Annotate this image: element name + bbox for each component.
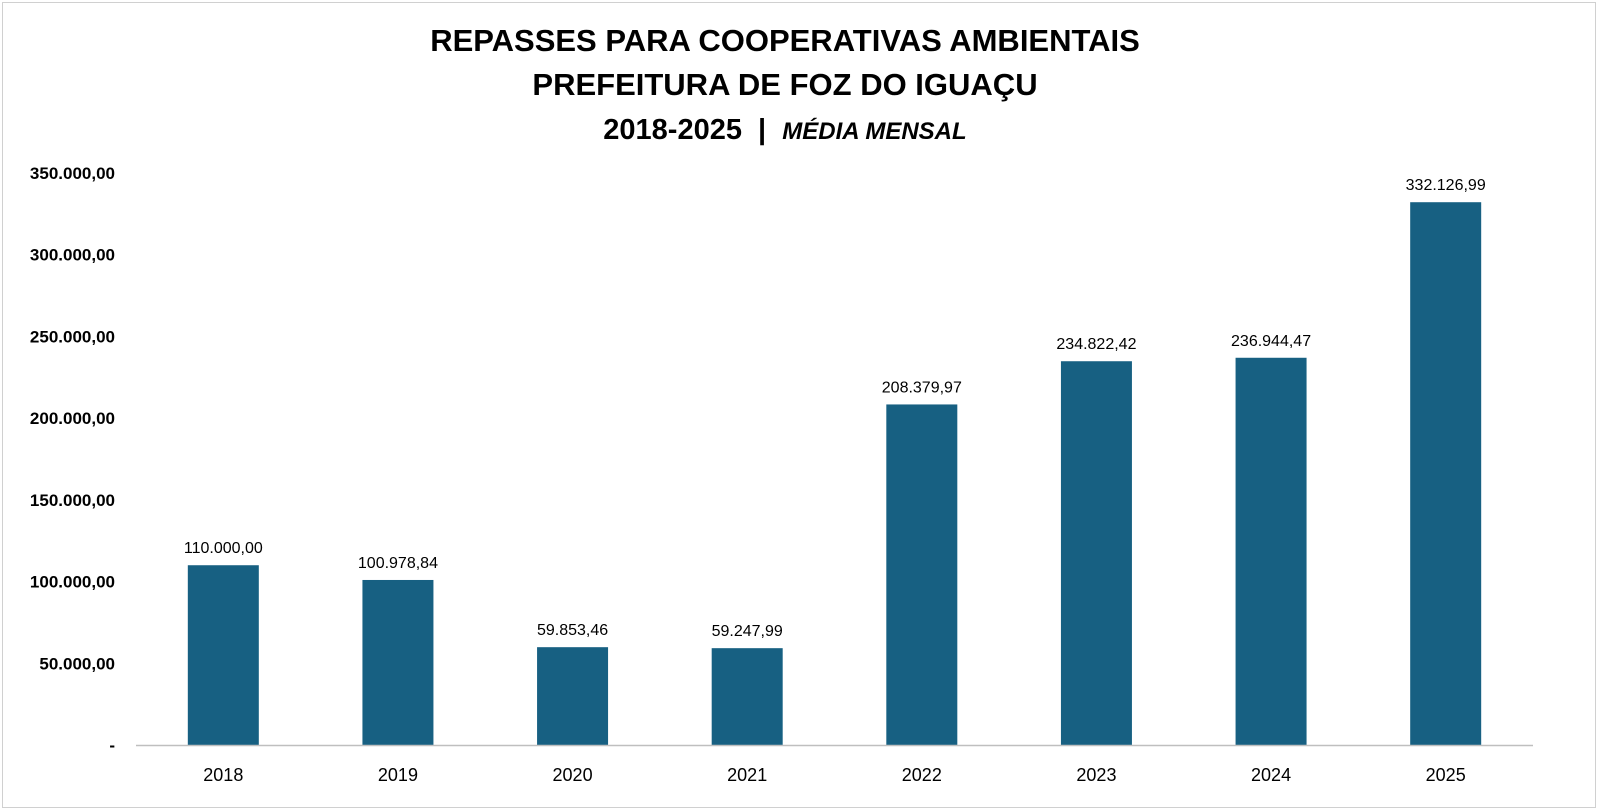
bar-2019 bbox=[362, 579, 434, 745]
bar-2021 bbox=[711, 648, 783, 745]
y-tick-label: 250.000,00 bbox=[30, 327, 115, 346]
y-axis: - 50.000,00 100.000,00 150.000,00 200.000,00… bbox=[30, 164, 115, 755]
data-label-2018: 110.000,00 bbox=[184, 540, 263, 557]
data-label-2023: 234.822,42 bbox=[1056, 336, 1136, 353]
y-tick-label: 150.000,00 bbox=[30, 491, 115, 510]
x-tick-label-2021: 2021 bbox=[727, 765, 767, 785]
x-tick-label-2022: 2022 bbox=[902, 765, 942, 785]
y-tick-label: 100.000,00 bbox=[30, 573, 115, 592]
data-label-2022: 208.379,97 bbox=[882, 379, 962, 396]
bar-2024 bbox=[1235, 357, 1307, 745]
chart-title: REPASSES PARA COOPERATIVAS AMBIENTAIS bbox=[430, 23, 1140, 58]
x-tick-label-2025: 2025 bbox=[1426, 765, 1466, 785]
y-tick-label: 50.000,00 bbox=[39, 654, 115, 673]
x-tick-label-2019: 2019 bbox=[378, 765, 418, 785]
x-axis: 2018 2019 2020 2021 2022 2023 2024 2025 bbox=[203, 765, 1465, 785]
data-label-2024: 236.944,47 bbox=[1231, 333, 1311, 350]
x-tick-label-2023: 2023 bbox=[1076, 765, 1116, 785]
x-tick-label-2020: 2020 bbox=[553, 765, 593, 785]
data-label-2021: 59.247,99 bbox=[712, 623, 783, 640]
bar-2020 bbox=[537, 647, 609, 745]
chart-subtitle-period: 2018-2025 | MÉDIA MENSAL bbox=[603, 114, 966, 146]
data-label-2025: 332.126,99 bbox=[1406, 177, 1486, 194]
period-note: MÉDIA MENSAL bbox=[782, 117, 966, 145]
data-labels: 110.000,00 100.978,84 59.853,46 59.247,99 20… bbox=[184, 177, 1486, 640]
data-label-2019: 100.978,84 bbox=[358, 555, 438, 572]
y-tick-label: - bbox=[109, 736, 115, 755]
y-tick-label: 200.000,00 bbox=[30, 409, 115, 428]
period-text: 2018-2025 bbox=[603, 114, 742, 146]
bar-2025 bbox=[1410, 202, 1482, 746]
bar-chart: REPASSES PARA COOPERATIVAS AMBIENTAIS PR… bbox=[30, 23, 1533, 785]
x-tick-label-2024: 2024 bbox=[1251, 765, 1291, 785]
data-label-2020: 59.853,46 bbox=[537, 622, 608, 639]
bar-2023 bbox=[1060, 361, 1132, 745]
period-separator: | bbox=[758, 114, 766, 146]
bar-2018 bbox=[187, 565, 259, 745]
bar-2022 bbox=[886, 404, 958, 745]
y-tick-label: 350.000,00 bbox=[30, 164, 115, 183]
x-tick-label-2018: 2018 bbox=[203, 765, 243, 785]
y-tick-label: 300.000,00 bbox=[30, 246, 115, 265]
chart-subtitle: PREFEITURA DE FOZ DO IGUAÇU bbox=[532, 67, 1037, 102]
bars bbox=[187, 202, 1482, 746]
